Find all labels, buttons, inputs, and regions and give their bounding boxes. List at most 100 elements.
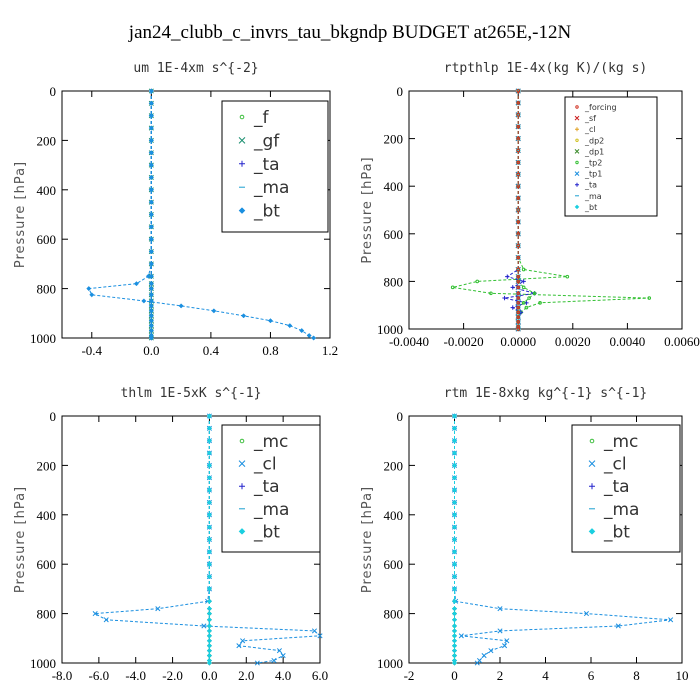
y-tick-label: 800 [37, 282, 57, 297]
data-point [206, 660, 212, 666]
y-tick-label: 600 [37, 557, 57, 572]
data-point [488, 648, 494, 654]
y-tick-label: 200 [384, 132, 404, 147]
data-point [497, 628, 503, 634]
legend-label: _f [253, 108, 270, 128]
legend-box [221, 424, 321, 553]
x-tick-label: 6.0 [312, 668, 328, 683]
data-point [451, 660, 458, 666]
legend-label: _ma [603, 500, 639, 520]
data-point [148, 308, 154, 314]
data-point [148, 292, 154, 298]
data-point [565, 274, 570, 279]
data-point [510, 285, 515, 290]
legend: _f _gf _ta _ma _bt [221, 100, 329, 233]
data-point [148, 88, 154, 94]
data-point [206, 638, 212, 644]
data-point [451, 606, 458, 612]
x-tick-label: -0.4 [81, 343, 102, 358]
data-point [148, 100, 154, 106]
y-axis-label: Pressure [hPa] [360, 156, 375, 263]
x-tick-label: 0.4 [203, 343, 220, 358]
legend-label: _sf [584, 114, 596, 123]
data-point [148, 286, 154, 292]
series-unlabeled-5 [86, 88, 317, 341]
x-tick-label: 2 [497, 668, 504, 683]
data-point [206, 598, 212, 604]
data-point [148, 313, 154, 319]
data-point [451, 653, 458, 659]
data-point [668, 617, 674, 623]
x-tick-label: 8 [633, 668, 640, 683]
data-point [516, 255, 521, 260]
data-point [86, 286, 92, 292]
data-point [451, 413, 458, 419]
legend-label: _ma [253, 178, 289, 198]
data-point [276, 648, 283, 654]
data-point [148, 162, 154, 168]
data-point [206, 643, 212, 649]
data-point [141, 298, 147, 304]
legend-label: _tp1 [584, 170, 602, 179]
data-point [92, 611, 98, 617]
data-point [206, 475, 212, 481]
legend-label: _mc [253, 432, 288, 452]
x-tick-label: 0.0 [143, 343, 159, 358]
legend-marker [574, 149, 580, 154]
legend-marker [575, 182, 579, 187]
data-point [532, 291, 537, 296]
legend-label: _cl [603, 455, 627, 475]
panel-1: um 1E-4xm s^{-2} Pressure [hPa] -0.4 0.0 0.4… [13, 61, 338, 358]
panel-4: rtm 1E-8xkg kg^{-1} s^{-1} Pressure [hPa]… [360, 386, 689, 683]
legend-marker [589, 438, 595, 444]
data-point [516, 172, 521, 177]
legend-label: _bt [603, 522, 630, 542]
panel-title: rtpthlp 1E-4x(kg K)/(kg s) [444, 61, 648, 76]
data-point [451, 611, 458, 617]
data-point [148, 211, 154, 218]
y-tick-label: 0 [397, 84, 404, 99]
x-tick-label: 6 [588, 668, 595, 683]
data-point [516, 327, 521, 331]
x-tick-label: -2.0 [162, 668, 183, 683]
data-point [148, 323, 154, 329]
x-tick-label: -6.0 [89, 668, 110, 683]
y-tick-label: 1000 [377, 656, 403, 671]
data-point [510, 305, 515, 310]
legend-marker [575, 138, 579, 143]
data-point [148, 236, 154, 242]
legend-marker [239, 483, 245, 490]
x-tick-label: 2.0 [238, 668, 254, 683]
panel-2: rtpthlp 1E-4x(kg K)/(kg s) Pressure [hPa]… [360, 61, 700, 349]
data-point [241, 313, 247, 319]
y-tick-label: 200 [37, 458, 57, 473]
data-point [287, 323, 293, 329]
data-point [451, 450, 458, 456]
data-point [148, 137, 154, 143]
plot-frame [61, 90, 331, 339]
data-point [206, 549, 212, 555]
x-tick-label: 0.0020 [555, 334, 591, 349]
legend-label: _mc [603, 432, 638, 452]
data-point [206, 606, 212, 612]
x-tick-label: 0.8 [262, 343, 278, 358]
data-point [516, 208, 521, 212]
data-point [206, 499, 212, 506]
data-point [451, 536, 458, 543]
series-unlabeled-11 [516, 89, 521, 331]
data-point [451, 643, 458, 649]
legend-marker [588, 528, 596, 535]
series-bt [206, 413, 212, 666]
legend-marker [238, 137, 246, 144]
data-point [148, 125, 154, 131]
y-tick-label: 400 [384, 508, 404, 523]
data-point [267, 318, 273, 324]
data-point [451, 598, 458, 604]
data-point [451, 512, 458, 518]
y-tick-label: 0 [50, 84, 57, 99]
data-point [178, 303, 184, 309]
data-point [521, 285, 526, 290]
data-point [527, 296, 531, 300]
x-tick-label: -0.0020 [444, 334, 484, 349]
